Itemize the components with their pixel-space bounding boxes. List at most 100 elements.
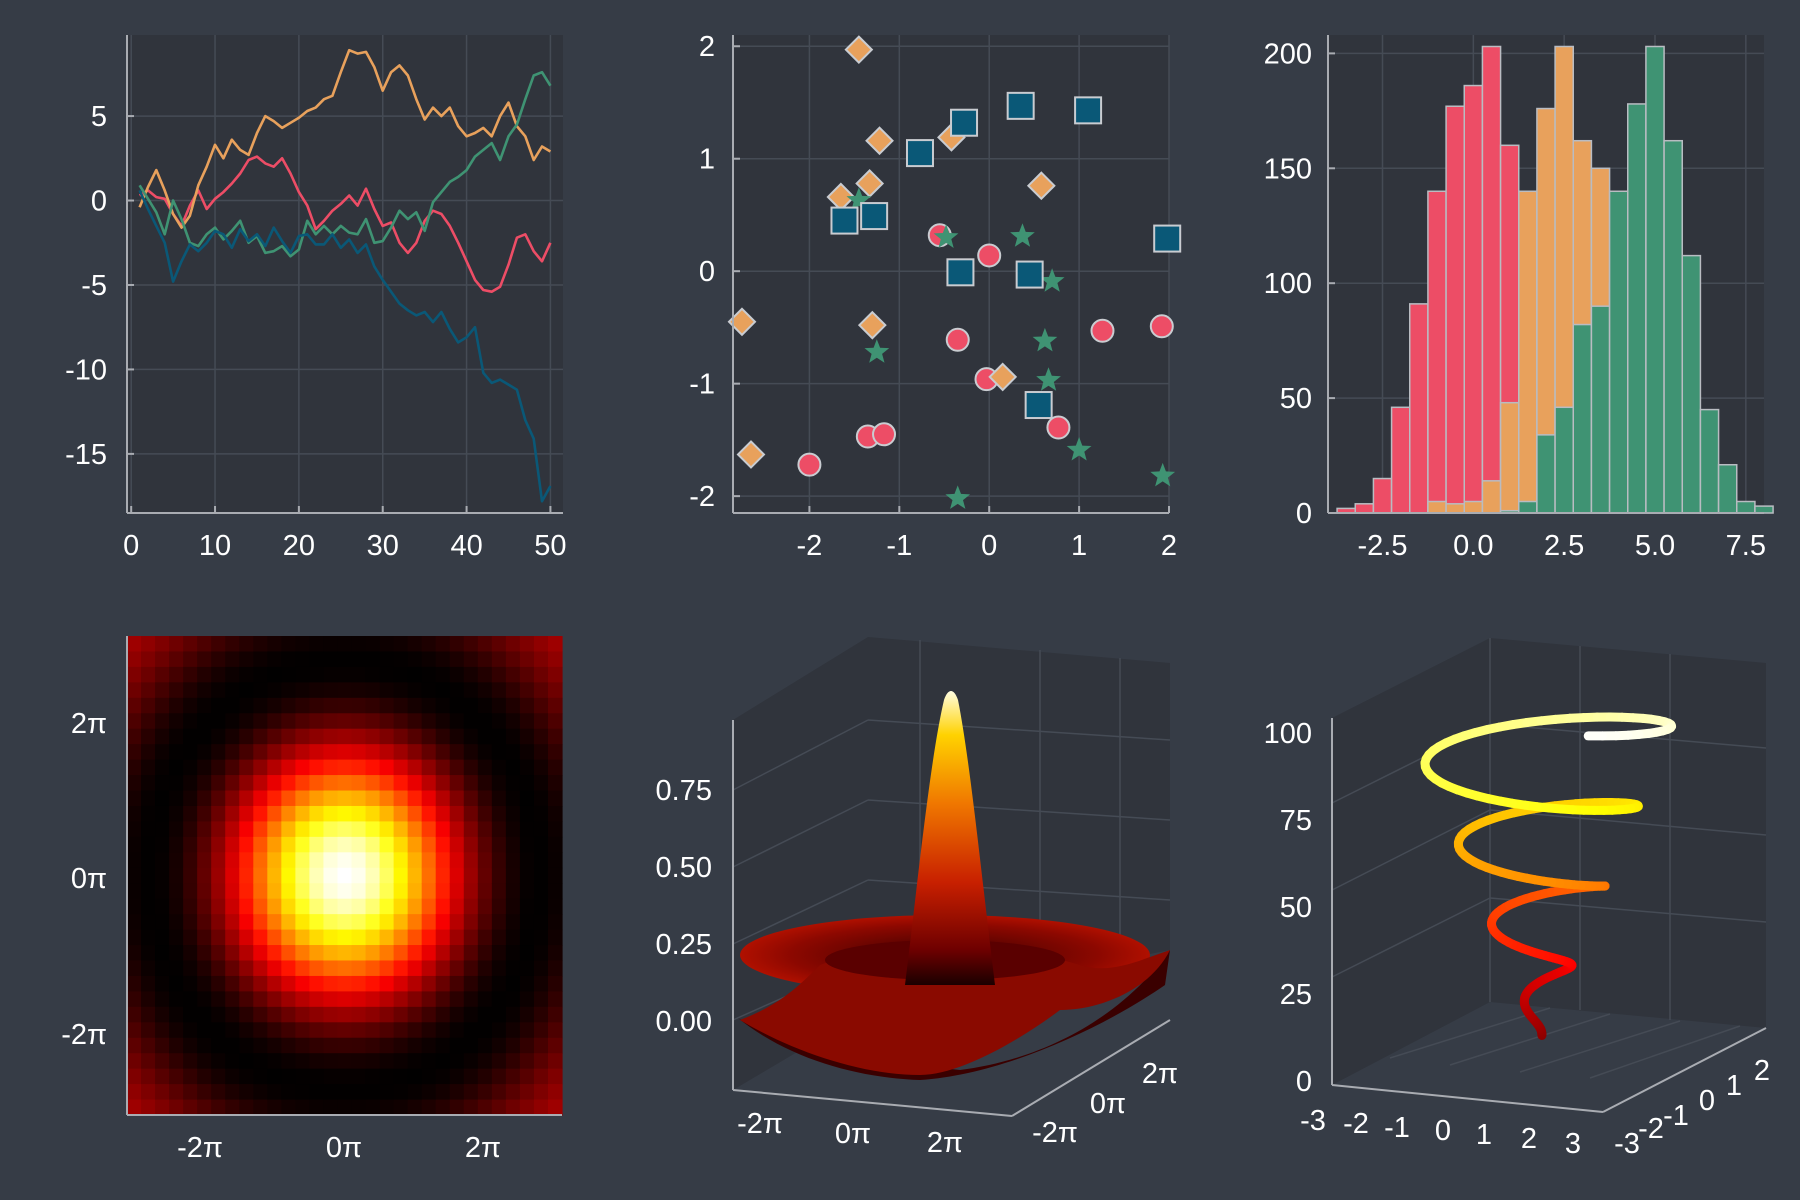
heatmap-cell — [449, 636, 465, 653]
heatmap-cell — [365, 929, 381, 946]
heatmap-cell — [351, 914, 367, 931]
y-tick-label: 100 — [1264, 268, 1312, 300]
heatmap-cell — [393, 867, 409, 884]
heatmap-cell — [491, 651, 507, 668]
heatmap-cell — [197, 697, 212, 714]
heatmap-cell — [533, 960, 549, 977]
heatmap-cell — [505, 682, 521, 699]
heatmap-cell — [239, 1037, 254, 1054]
heatmap-cell — [463, 1006, 479, 1023]
histogram-bar — [1409, 303, 1429, 514]
histogram-bar — [1717, 463, 1738, 514]
heatmap-cell — [449, 1022, 465, 1039]
heatmap-cell — [197, 852, 212, 869]
heatmap-cell — [449, 744, 465, 761]
heatmap-cell — [435, 713, 451, 730]
heatmap-cell — [477, 991, 493, 1008]
heatmap-cell — [211, 790, 226, 807]
heatmap-cell — [393, 1022, 409, 1039]
heatmap-cell — [211, 975, 226, 992]
heatmap-cell — [491, 1006, 507, 1023]
heatmap-cell — [365, 1084, 381, 1101]
heatmap-cell — [169, 744, 184, 761]
heatmap-cell — [449, 821, 465, 838]
heatmap-cell — [491, 666, 507, 683]
heatmap-cell — [379, 1099, 395, 1116]
heatmap-cell — [197, 713, 212, 730]
heatmap-cell — [407, 1037, 423, 1054]
surface-3d-panel: 0.75 0.50 0.25 0.00 -2π 0π 2π -2π 0π 2π — [656, 637, 1178, 1159]
heatmap-cell — [141, 929, 156, 946]
heatmap-cell — [435, 821, 451, 838]
heatmap-cell — [337, 1068, 353, 1085]
heatmap-cell — [211, 651, 226, 668]
heatmap-cell — [309, 852, 325, 869]
heatmap-cell — [169, 666, 184, 683]
heatmap-cell — [491, 898, 507, 915]
heatmap-cell — [127, 775, 142, 792]
heatmap-cell — [519, 991, 535, 1008]
heatmap-cell — [505, 651, 521, 668]
heatmap-cell — [379, 682, 395, 699]
heatmap-cell — [197, 945, 212, 962]
heatmap-cell — [127, 728, 142, 745]
heatmap-cell — [533, 805, 549, 823]
heatmap-cell — [351, 991, 367, 1008]
heatmap-cell — [295, 728, 311, 745]
scatter-point-star — [846, 187, 872, 211]
heatmap-cell — [211, 1037, 226, 1054]
heatmap-cell — [197, 1022, 212, 1039]
heatmap-cell — [435, 867, 451, 884]
heatmap-cell — [295, 898, 311, 915]
heatmap-cell — [421, 744, 437, 761]
scatter-point-star — [1032, 327, 1058, 352]
heatmap-cell — [449, 852, 465, 869]
heatmap-cell — [183, 682, 198, 699]
heatmap-cell — [421, 651, 437, 668]
heatmap-cell — [127, 960, 142, 977]
heatmap-cell — [281, 991, 296, 1008]
heatmap-cell — [267, 960, 282, 977]
heatmap-cell — [211, 883, 226, 900]
heatmap-cell — [239, 929, 254, 946]
heatmap-cell — [379, 960, 395, 977]
y-tick-label: 2 — [699, 31, 715, 63]
heatmap-cell — [379, 728, 395, 745]
heatmap-cell — [253, 883, 268, 900]
heatmap-cell — [309, 836, 325, 853]
heatmap-cell — [407, 713, 423, 730]
heatmap-cell — [463, 1037, 479, 1054]
heatmap-cell — [379, 759, 395, 776]
heatmap-cell — [407, 960, 423, 977]
heatmap-cell — [449, 790, 465, 807]
heatmap-cell — [533, 1037, 549, 1054]
heatmap-cell — [281, 929, 296, 946]
grid — [1331, 638, 1767, 1079]
heatmap-cell — [519, 898, 535, 915]
heatmap-cell — [225, 805, 240, 823]
heatmap-cell — [155, 744, 170, 761]
heatmap-cell — [351, 836, 367, 853]
heatmap-cell — [295, 867, 311, 884]
heatmap-cell — [393, 991, 409, 1008]
heatmap-cell — [183, 975, 198, 992]
heatmap-cell — [435, 744, 451, 761]
heatmap-cell — [435, 929, 451, 946]
heatmap-cell — [309, 666, 325, 683]
heatmap-cell — [463, 775, 479, 792]
heatmap-cell — [533, 682, 549, 699]
heatmap-cell — [491, 728, 507, 745]
heatmap-cell — [253, 775, 268, 792]
x-tick-label: 30 — [367, 530, 399, 562]
heatmap-cell — [519, 682, 535, 699]
heatmap-cell — [323, 836, 339, 853]
heatmap-cell — [519, 914, 535, 931]
heatmap-cell — [407, 929, 423, 946]
heatmap-cell — [155, 1099, 170, 1116]
heatmap-cell — [295, 651, 311, 668]
scatter-point-square — [1015, 260, 1044, 289]
heatmap-cell — [211, 805, 226, 823]
heatmap-cell — [365, 697, 381, 714]
heatmap-cell — [239, 960, 254, 977]
